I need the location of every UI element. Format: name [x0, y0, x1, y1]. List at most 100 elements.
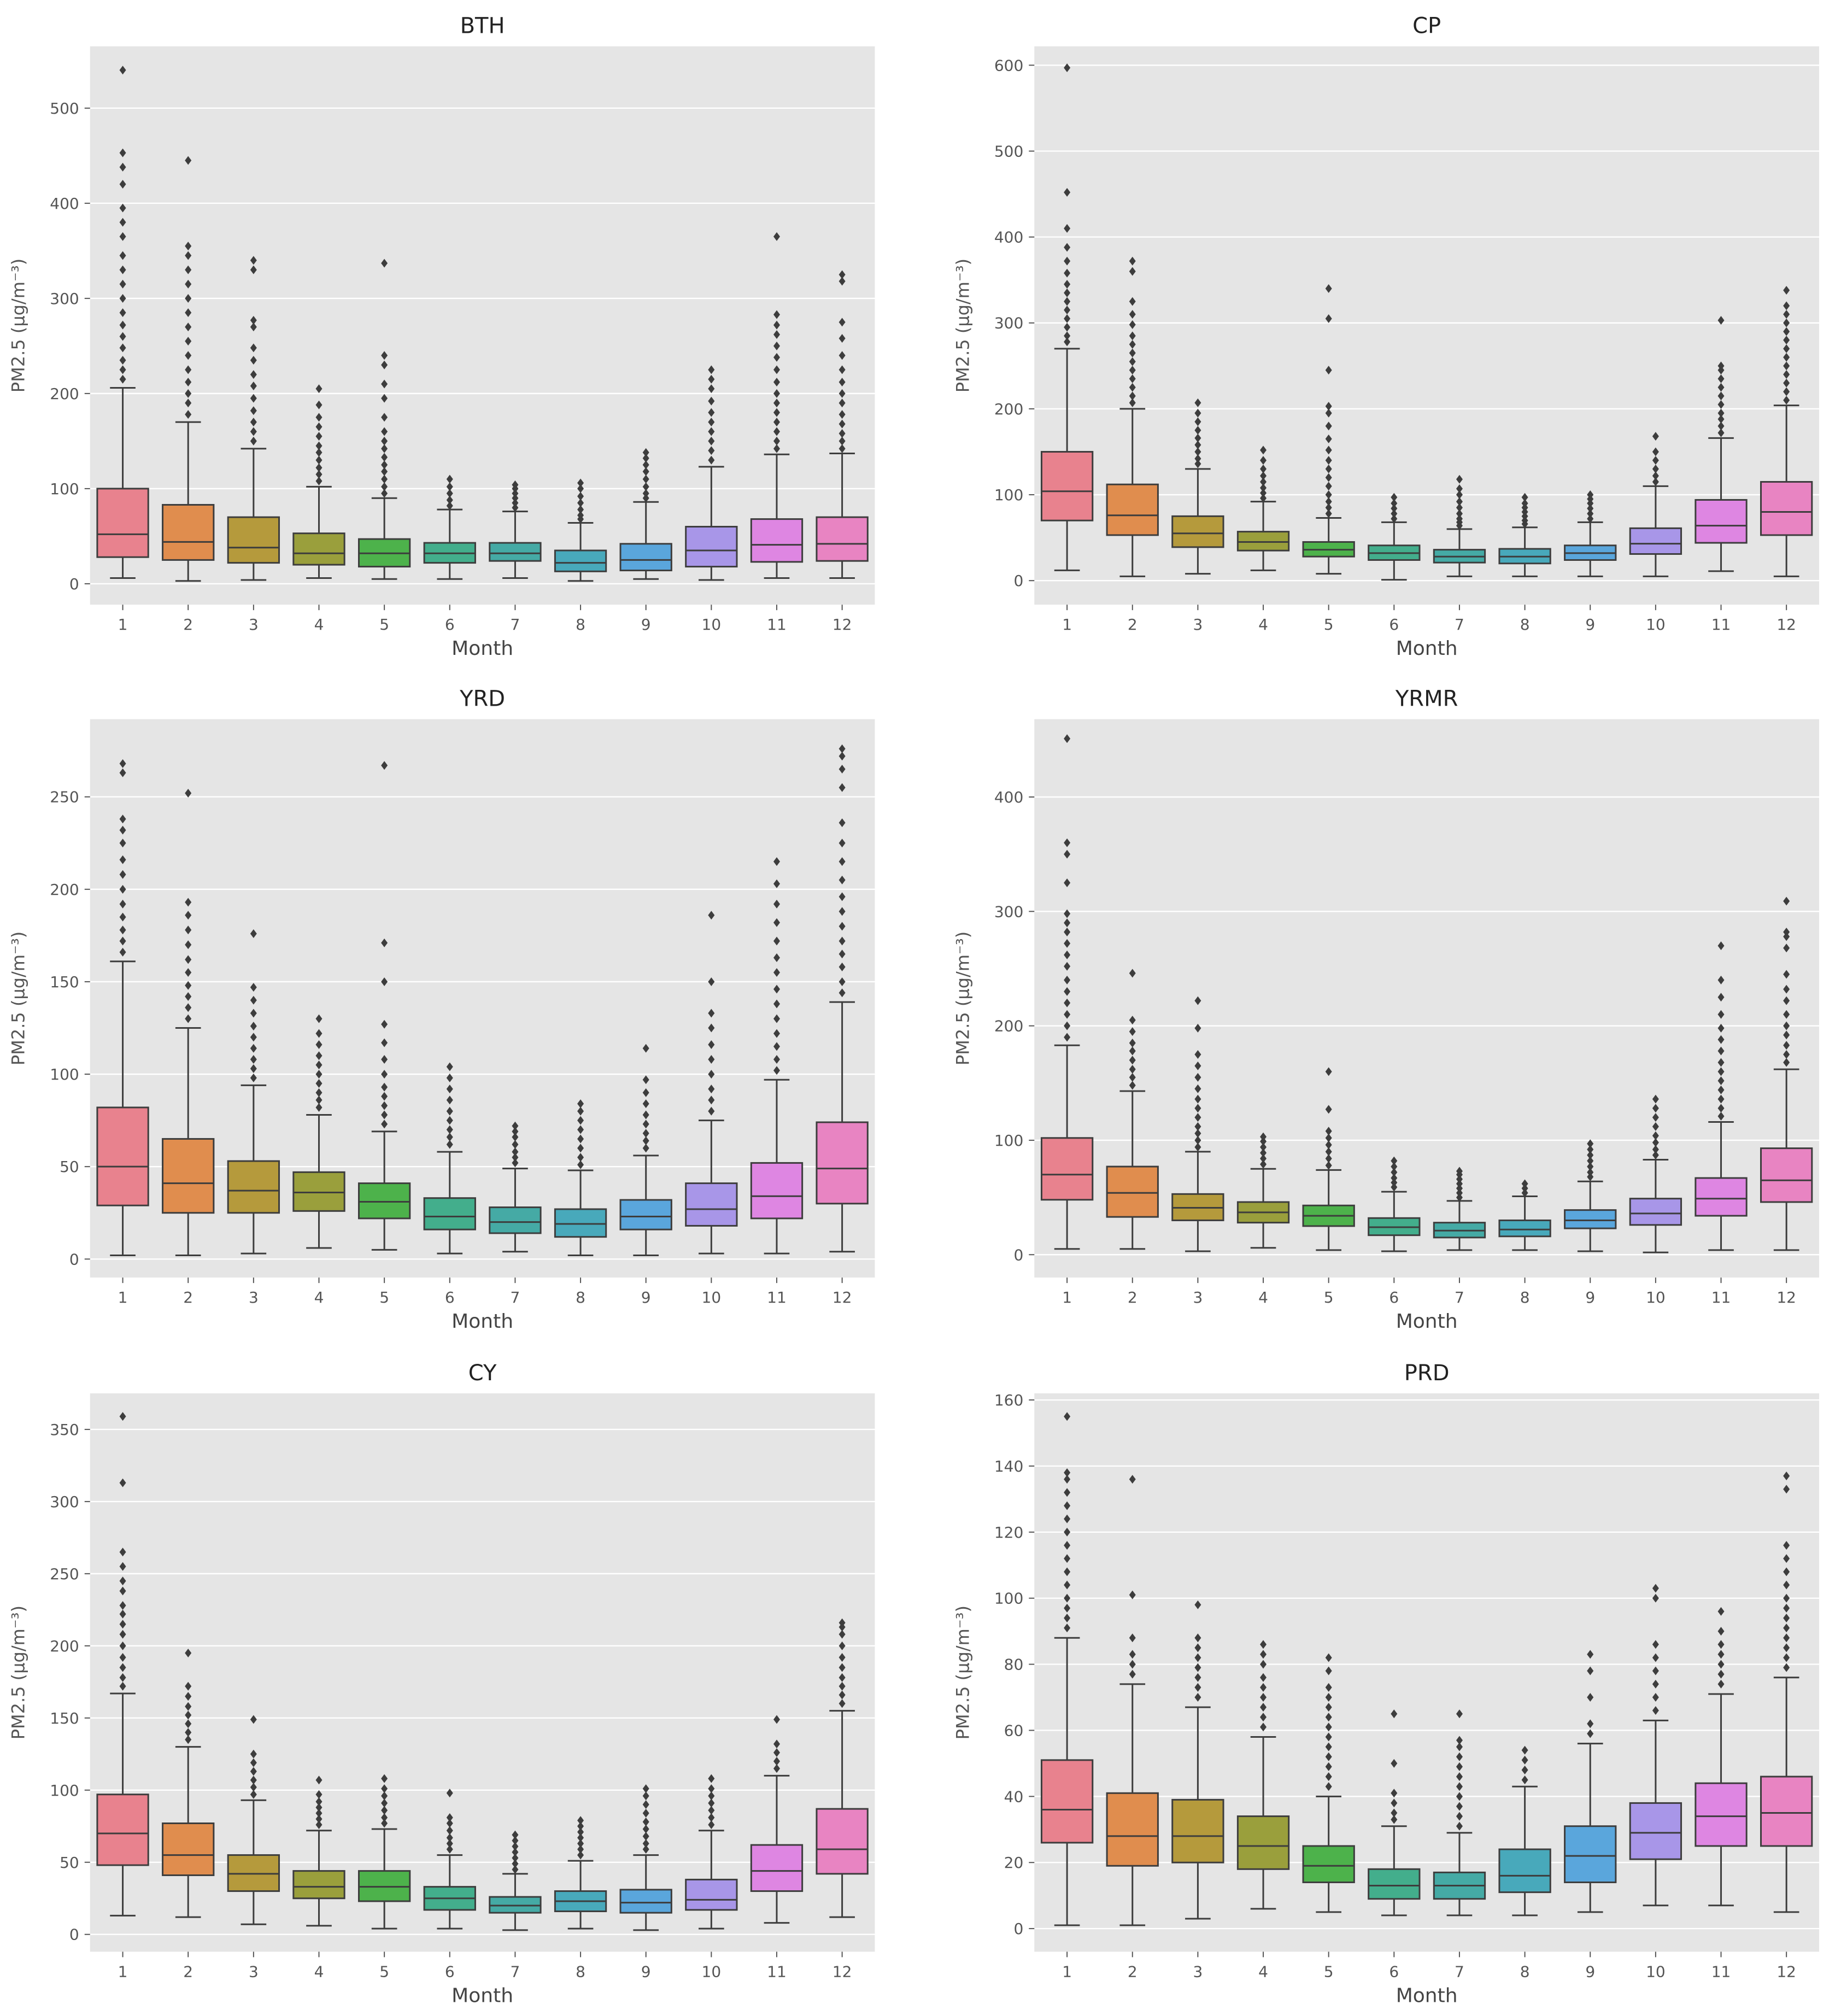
outlier-point: [1194, 1135, 1201, 1145]
y-axis-label: PM2.5 (μg/m⁻³): [8, 931, 29, 1065]
outlier-point: [1260, 1660, 1267, 1669]
outlier-point: [315, 1809, 323, 1818]
outlier-point: [1064, 939, 1071, 948]
outlier-point: [1194, 1663, 1201, 1672]
outlier-point: [250, 983, 257, 992]
y-tick-label: 200: [994, 400, 1023, 418]
outlier-point: [185, 377, 192, 386]
outlier-point: [642, 1832, 649, 1841]
outlier-point: [1325, 473, 1332, 482]
outlier-point: [1717, 1627, 1725, 1636]
outlier-point: [577, 484, 584, 493]
outlier-point: [773, 418, 780, 427]
box-month-8: [1498, 1745, 1551, 1917]
outlier-point: [250, 1022, 257, 1031]
outlier-point: [1391, 1815, 1398, 1824]
box-body: [1760, 1775, 1813, 1847]
chart-title: YRD: [459, 687, 505, 712]
outlier-point: [1064, 998, 1071, 1007]
outlier-point: [1717, 1010, 1725, 1019]
outlier-point: [1064, 224, 1071, 233]
y-tick-label: 400: [994, 228, 1023, 247]
x-tick-label: 4: [1258, 1962, 1268, 1980]
outlier-point: [1783, 1485, 1790, 1494]
x-tick-label: 1: [1062, 1288, 1072, 1306]
box-body: [96, 1794, 149, 1866]
box-month-7: [1433, 474, 1486, 577]
outlier-point: [512, 1859, 519, 1868]
outlier-point: [1717, 1104, 1725, 1113]
outlier-point: [773, 1042, 780, 1051]
outlier-point: [1064, 849, 1071, 859]
outlier-point: [839, 377, 846, 386]
outlier-point: [1717, 1023, 1725, 1033]
outlier-point: [708, 408, 715, 417]
box-body: [96, 1106, 149, 1206]
outlier-point: [119, 814, 126, 824]
outlier-point: [119, 1630, 126, 1639]
outlier-point: [381, 1791, 388, 1801]
outlier-point: [1652, 1640, 1659, 1649]
y-tick-label: 250: [50, 788, 79, 806]
outlier-point: [1783, 1010, 1790, 1019]
outlier-point: [381, 259, 388, 268]
outlier-point: [839, 270, 846, 279]
outlier-point: [1325, 402, 1332, 411]
y-tick-label: 0: [1013, 1920, 1023, 1938]
outlier-point: [773, 1757, 780, 1766]
box-month-9: [1564, 1139, 1617, 1252]
outlier-point: [119, 343, 126, 353]
outlier-point: [839, 922, 846, 931]
box-body: [750, 1844, 804, 1892]
outlier-point: [1391, 1156, 1398, 1165]
outlier-point: [119, 332, 126, 341]
box-body: [162, 1138, 215, 1214]
box-body: [292, 1171, 345, 1212]
outlier-point: [446, 1845, 453, 1854]
box-body: [292, 532, 345, 566]
outlier-point: [1717, 1650, 1725, 1659]
x-axis-label: Month: [452, 1984, 513, 2007]
outlier-point: [1194, 1122, 1201, 1131]
x-tick-label: 8: [1520, 1962, 1530, 1980]
outlier-point: [185, 265, 192, 274]
outlier-point: [1064, 962, 1071, 971]
outlier-point: [315, 448, 323, 457]
plot-area: [90, 1393, 875, 1952]
outlier-point: [1129, 331, 1136, 341]
outlier-point: [315, 1814, 323, 1824]
outlier-point: [1391, 504, 1398, 513]
outlier-point: [250, 1775, 257, 1785]
outlier-point: [773, 1764, 780, 1773]
box-month-4: [292, 1014, 345, 1249]
outlier-point: [1783, 1540, 1790, 1550]
box-body: [1040, 1137, 1094, 1201]
outlier-point: [1783, 996, 1790, 1005]
outlier-point: [381, 1120, 388, 1129]
outlier-point: [1260, 1713, 1267, 1722]
outlier-point: [315, 1014, 323, 1023]
outlier-point: [446, 489, 453, 498]
outlier-point: [1325, 1732, 1332, 1742]
outlier-point: [1064, 1613, 1071, 1622]
outlier-point: [1194, 459, 1201, 468]
outlier-point: [381, 1798, 388, 1808]
box-body: [619, 1199, 672, 1230]
outlier-point: [1194, 1094, 1201, 1104]
outlier-point: [1064, 1021, 1071, 1030]
outlier-point: [1391, 1178, 1398, 1187]
chart-title: CP: [1412, 14, 1441, 39]
outlier-point: [381, 1038, 388, 1047]
outlier-point: [250, 1715, 257, 1724]
outlier-point: [119, 279, 126, 289]
y-tick-label: 150: [50, 1709, 79, 1727]
outlier-point: [1129, 297, 1136, 306]
box-body: [1629, 1802, 1682, 1860]
outlier-point: [1783, 344, 1790, 353]
outlier-point: [119, 825, 126, 835]
outlier-point: [1456, 1821, 1463, 1831]
box-month-6: [423, 1062, 476, 1255]
outlier-point: [1456, 1802, 1463, 1811]
outlier-point: [642, 448, 649, 457]
outlier-point: [1652, 1104, 1659, 1113]
